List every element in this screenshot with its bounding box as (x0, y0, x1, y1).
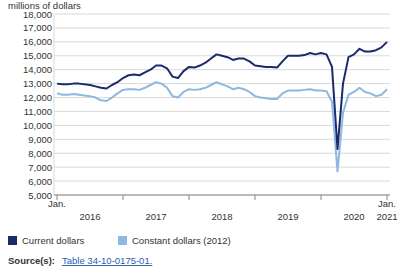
grid-line (54, 97, 390, 98)
y-tick-label: 13,000 (23, 78, 52, 89)
grid-line (54, 181, 390, 182)
plot-area (57, 42, 387, 171)
x-tick-label-line: Jan. (378, 198, 396, 209)
y-tick-label: 12,000 (23, 92, 52, 103)
grid-line (54, 195, 390, 196)
y-tick-label: 9,000 (28, 134, 52, 145)
grid-line (54, 41, 390, 42)
y-axis-line (54, 14, 55, 195)
y-tick-label: 14,000 (23, 64, 52, 75)
y-tick-label: 18,000 (23, 9, 52, 20)
series-line (57, 42, 387, 149)
legend-swatch (8, 236, 17, 245)
y-tick-label: 10,000 (23, 120, 52, 131)
grid-line (54, 14, 390, 15)
x-axis-line (54, 195, 390, 196)
y-tick-label: 8,000 (28, 148, 52, 159)
grid-line (54, 69, 390, 70)
grid-line (54, 167, 390, 168)
x-tick-label-line: 2021 (376, 211, 397, 222)
grid-line (54, 111, 390, 112)
x-tick-label: Jan. (48, 198, 66, 209)
legend-swatch (118, 236, 127, 245)
source-link: Table 34-10-0175-01. (62, 255, 152, 266)
x-tick (123, 195, 124, 200)
x-tick (189, 195, 190, 200)
x-tick-label: 2018 (211, 211, 232, 222)
legend-label: Current dollars (22, 235, 85, 246)
x-tick-label: 2019 (277, 211, 298, 222)
y-tick-label: 7,000 (28, 162, 52, 173)
x-tick (255, 195, 256, 200)
source-label: Source(s): (8, 255, 55, 266)
x-tick (321, 195, 322, 200)
y-tick-label: 11,000 (24, 106, 52, 117)
y-tick-label: 17,000 (23, 22, 52, 33)
x-tick-label: 2020 (343, 211, 364, 222)
grid-line (54, 27, 390, 28)
legend-label: Constant dollars (2012) (132, 235, 231, 246)
series-line (57, 82, 387, 171)
chart: millions of dollars5,0006,0007,0008,0009… (0, 0, 400, 275)
y-tick-label: 15,000 (23, 50, 52, 61)
y-tick-label: 16,000 (23, 36, 52, 47)
y-tick-label: 6,000 (28, 176, 52, 187)
x-tick-label: Jan. 2021 (376, 198, 397, 222)
x-tick-label: 2017 (145, 211, 166, 222)
x-tick-label: 2016 (79, 211, 100, 222)
